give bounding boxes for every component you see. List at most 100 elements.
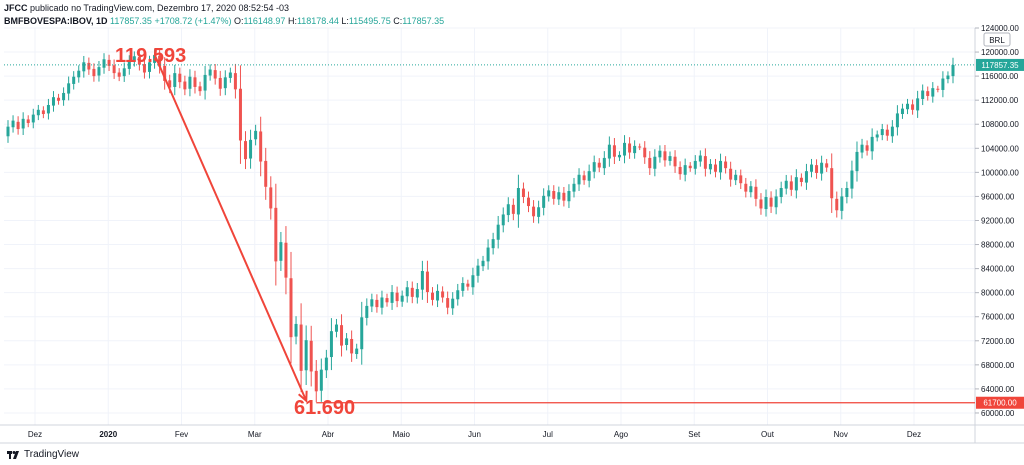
candle-body bbox=[173, 73, 177, 87]
candle-body bbox=[815, 165, 819, 173]
time-tick-label: Abr bbox=[322, 430, 335, 439]
candle-body bbox=[617, 154, 621, 158]
price-chart[interactable]: 60000.00 64000.00 68000.00 72000.00 76000.00… bbox=[0, 0, 1024, 445]
trend-arrow-line bbox=[153, 54, 308, 402]
price-tick-label: 100000.00 bbox=[981, 168, 1019, 177]
time-tick-label: Maio bbox=[393, 430, 411, 439]
candle-body bbox=[784, 180, 788, 189]
candle-body bbox=[820, 162, 824, 174]
open-label: O: bbox=[234, 16, 244, 26]
candle-body bbox=[203, 74, 207, 91]
candle-body bbox=[274, 207, 278, 262]
time-tick-label: 2020 bbox=[99, 430, 117, 439]
candle-body bbox=[395, 292, 399, 302]
candle-body bbox=[577, 174, 581, 185]
publisher-text: publicado no TradingView.com, Dezembro 1… bbox=[30, 3, 290, 13]
candle-body bbox=[430, 292, 434, 300]
candle-body bbox=[122, 68, 126, 77]
candle-body bbox=[693, 160, 697, 169]
candle-body bbox=[228, 72, 232, 78]
candle-body bbox=[375, 299, 379, 308]
candle-body bbox=[57, 97, 61, 101]
candle-body bbox=[703, 156, 707, 169]
candle-body bbox=[92, 68, 96, 77]
candle-body bbox=[481, 260, 485, 267]
candle-body bbox=[648, 157, 652, 169]
candle-body bbox=[466, 283, 470, 287]
candle-body bbox=[537, 207, 541, 217]
price-tick-label: 108000.00 bbox=[981, 120, 1019, 129]
candle-body bbox=[31, 114, 35, 123]
open-value: 116148.97 bbox=[243, 16, 286, 26]
candle-body bbox=[653, 156, 657, 169]
candle-body bbox=[678, 166, 682, 175]
candle-body bbox=[860, 144, 864, 153]
candle-body bbox=[132, 56, 136, 62]
price-tick-label: 124000.00 bbox=[981, 24, 1019, 33]
candle-body bbox=[587, 171, 591, 181]
candle-body bbox=[365, 305, 369, 318]
candle-body bbox=[289, 278, 293, 338]
candle-body bbox=[26, 119, 30, 124]
candle-body bbox=[552, 191, 556, 199]
candle-body bbox=[592, 162, 596, 172]
candle-body bbox=[779, 188, 783, 198]
candle-body bbox=[233, 73, 237, 90]
candle-body bbox=[168, 80, 172, 88]
currency-label: BRL bbox=[989, 36, 1005, 45]
candle-body bbox=[355, 348, 359, 355]
price-tick-label: 120000.00 bbox=[981, 48, 1019, 57]
candle-body bbox=[127, 61, 131, 69]
candle-body bbox=[794, 177, 798, 191]
support-label: 61700.00 bbox=[983, 399, 1017, 408]
candle-body bbox=[188, 76, 192, 89]
candle-body bbox=[567, 191, 571, 202]
candle-body bbox=[360, 317, 364, 350]
last-price: 117857.35 bbox=[110, 16, 152, 26]
candle-body bbox=[238, 88, 242, 141]
candle-body bbox=[612, 145, 616, 157]
ohlc-line: BMFBOVESPA:IBOV, 1D 117857.35 +1708.72 (… bbox=[4, 15, 1004, 27]
candle-body bbox=[804, 171, 808, 183]
low-value: 115495.75 bbox=[348, 16, 391, 26]
candle-body bbox=[334, 324, 338, 332]
price-tick-label: 60000.00 bbox=[981, 409, 1015, 418]
candle-body bbox=[446, 298, 450, 308]
candle-body bbox=[385, 298, 389, 303]
high-value: 118178.44 bbox=[296, 16, 339, 26]
time-tick-label: Jun bbox=[468, 430, 481, 439]
candle-body bbox=[506, 204, 510, 216]
candle-body bbox=[643, 147, 647, 158]
candle-body bbox=[698, 155, 702, 162]
candle-body bbox=[218, 77, 222, 89]
candle-body bbox=[456, 290, 460, 300]
brand-name: TradingView bbox=[24, 448, 80, 460]
candle-body bbox=[511, 204, 515, 214]
tradingview-logo-icon bbox=[7, 451, 19, 459]
price-tick-label: 112000.00 bbox=[981, 96, 1019, 105]
time-tick-label: Jul bbox=[543, 430, 553, 439]
candle-body bbox=[137, 56, 141, 65]
grid-lines bbox=[4, 27, 975, 425]
candle-body bbox=[193, 77, 197, 87]
candle-body bbox=[284, 242, 288, 278]
candle-body bbox=[683, 165, 687, 175]
candle-body bbox=[895, 113, 899, 128]
candle-body bbox=[840, 196, 844, 211]
candle-body bbox=[769, 197, 773, 207]
candle-body bbox=[708, 163, 712, 170]
candle-body bbox=[754, 186, 758, 199]
candle-body bbox=[51, 97, 55, 106]
candle-body bbox=[451, 298, 455, 309]
time-tick-label: Dez bbox=[907, 430, 921, 439]
candle-body bbox=[147, 62, 151, 72]
candle-body bbox=[597, 162, 601, 168]
candle-body bbox=[112, 65, 116, 74]
high-label: H: bbox=[287, 16, 297, 26]
candle-body bbox=[11, 120, 15, 128]
price-axis: 60000.00 64000.00 68000.00 72000.00 76000.00… bbox=[975, 24, 1019, 418]
candle-body bbox=[82, 62, 86, 72]
candle-body bbox=[340, 325, 344, 346]
candle-body bbox=[264, 160, 268, 187]
candle-body bbox=[370, 299, 374, 307]
